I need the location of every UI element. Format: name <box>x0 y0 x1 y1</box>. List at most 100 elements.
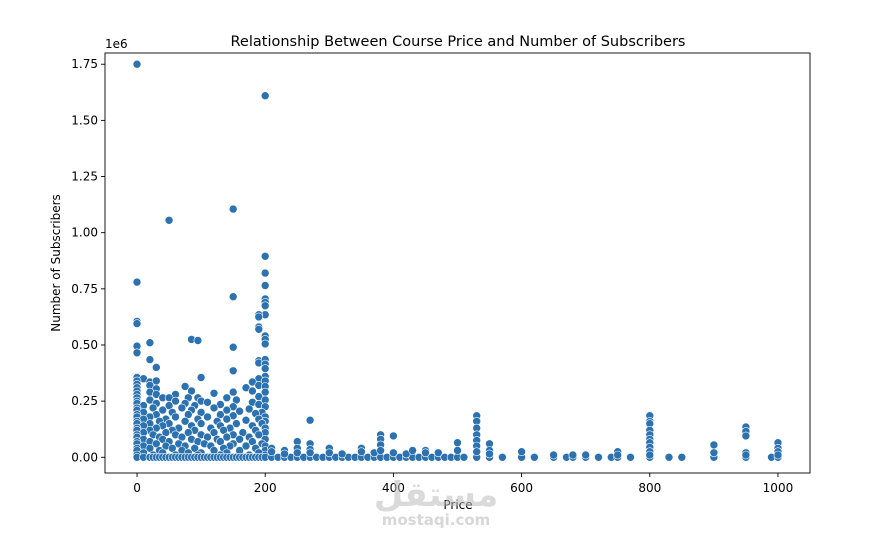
data-point <box>773 450 783 460</box>
data-point <box>433 448 443 458</box>
x-axis-label: Price <box>443 498 472 512</box>
data-point <box>260 281 270 290</box>
data-point <box>677 452 687 462</box>
data-point <box>292 448 302 458</box>
y-axis-label: Number of Subscribers <box>49 194 63 332</box>
data-point <box>132 348 142 358</box>
data-point <box>260 268 270 278</box>
data-point <box>305 415 315 425</box>
data-point <box>594 452 603 462</box>
data-point <box>244 404 254 414</box>
y-tick-label: 1.00 <box>71 226 98 240</box>
x-tick-label: 200 <box>254 481 277 495</box>
data-point <box>267 447 276 457</box>
data-point <box>235 406 244 416</box>
y-tick-label: 0.75 <box>71 282 98 296</box>
data-point <box>613 450 623 460</box>
x-tick-label: 400 <box>382 481 405 495</box>
data-point <box>235 434 244 444</box>
watermark-url: mostaqi.com <box>382 511 491 529</box>
data-point <box>228 342 238 352</box>
data-point <box>568 450 578 460</box>
data-point <box>132 319 142 328</box>
data-point <box>254 430 264 440</box>
data-point <box>248 386 257 396</box>
data-point <box>549 450 558 460</box>
data-point <box>453 446 462 455</box>
data-point <box>741 450 751 460</box>
data-point <box>222 393 232 403</box>
data-point <box>132 277 142 287</box>
data-point <box>472 447 482 457</box>
data-point <box>222 432 232 442</box>
data-point <box>459 452 469 462</box>
x-tick-label: 1000 <box>763 481 794 495</box>
data-point <box>193 336 203 345</box>
data-point <box>453 438 462 448</box>
data-point <box>389 448 398 458</box>
data-point <box>664 452 674 462</box>
data-point <box>408 446 417 455</box>
data-point <box>260 251 270 261</box>
y-tick-label: 1.25 <box>71 170 98 184</box>
data-point <box>228 292 238 302</box>
data-point <box>645 450 655 460</box>
data-points <box>132 59 783 462</box>
data-point <box>421 448 430 458</box>
data-point <box>171 396 180 406</box>
data-point <box>145 355 155 364</box>
data-point <box>254 324 264 334</box>
data-point <box>158 405 167 415</box>
y-offset-label: 1e6 <box>105 37 128 51</box>
y-tick-label: 1.50 <box>71 113 98 127</box>
data-point <box>357 447 366 457</box>
data-point <box>260 301 270 311</box>
data-point <box>376 446 385 455</box>
data-point <box>260 91 270 100</box>
data-point <box>530 452 539 462</box>
data-point <box>260 339 270 349</box>
data-point <box>228 366 238 376</box>
y-tick-label: 0.25 <box>71 394 98 408</box>
x-axis-ticks: 0 200 400 600 800 1000 <box>133 473 793 495</box>
data-point <box>389 431 398 441</box>
data-point <box>228 204 238 214</box>
data-point <box>581 450 591 460</box>
data-point <box>626 452 635 462</box>
data-point <box>241 441 251 451</box>
watermark: مستقل mostaqi.com <box>374 475 498 529</box>
data-point <box>324 448 334 458</box>
data-point <box>152 363 161 372</box>
watermark-logo: مستقل <box>374 475 498 515</box>
plot-frame <box>104 52 811 474</box>
data-point <box>132 59 142 69</box>
data-point <box>228 387 238 397</box>
data-point <box>203 412 212 422</box>
y-tick-label: 0.50 <box>71 338 98 352</box>
x-tick-label: 600 <box>510 481 533 495</box>
data-point <box>222 414 232 424</box>
data-point <box>196 419 206 428</box>
data-point <box>498 452 507 462</box>
data-point <box>232 419 241 428</box>
data-point <box>222 405 232 415</box>
data-point <box>709 448 719 458</box>
data-point <box>305 448 315 458</box>
x-tick-label: 0 <box>133 481 141 495</box>
y-tick-label: 0.00 <box>71 450 98 464</box>
data-point <box>741 431 751 441</box>
y-axis-ticks: 0.00 0.25 0.50 0.75 1.00 1.25 1.50 1.75 <box>71 57 105 464</box>
data-point <box>180 382 190 391</box>
data-point <box>203 397 212 407</box>
data-point <box>709 440 719 450</box>
data-point <box>280 449 289 459</box>
x-tick-label: 800 <box>638 481 661 495</box>
data-point <box>171 412 180 422</box>
y-tick-label: 1.75 <box>71 57 98 71</box>
data-point <box>485 449 494 459</box>
data-point <box>196 373 206 382</box>
chart-title: Relationship Between Course Price and Nu… <box>231 34 686 50</box>
data-point <box>164 216 174 225</box>
data-point <box>260 364 270 373</box>
data-point <box>517 447 526 457</box>
